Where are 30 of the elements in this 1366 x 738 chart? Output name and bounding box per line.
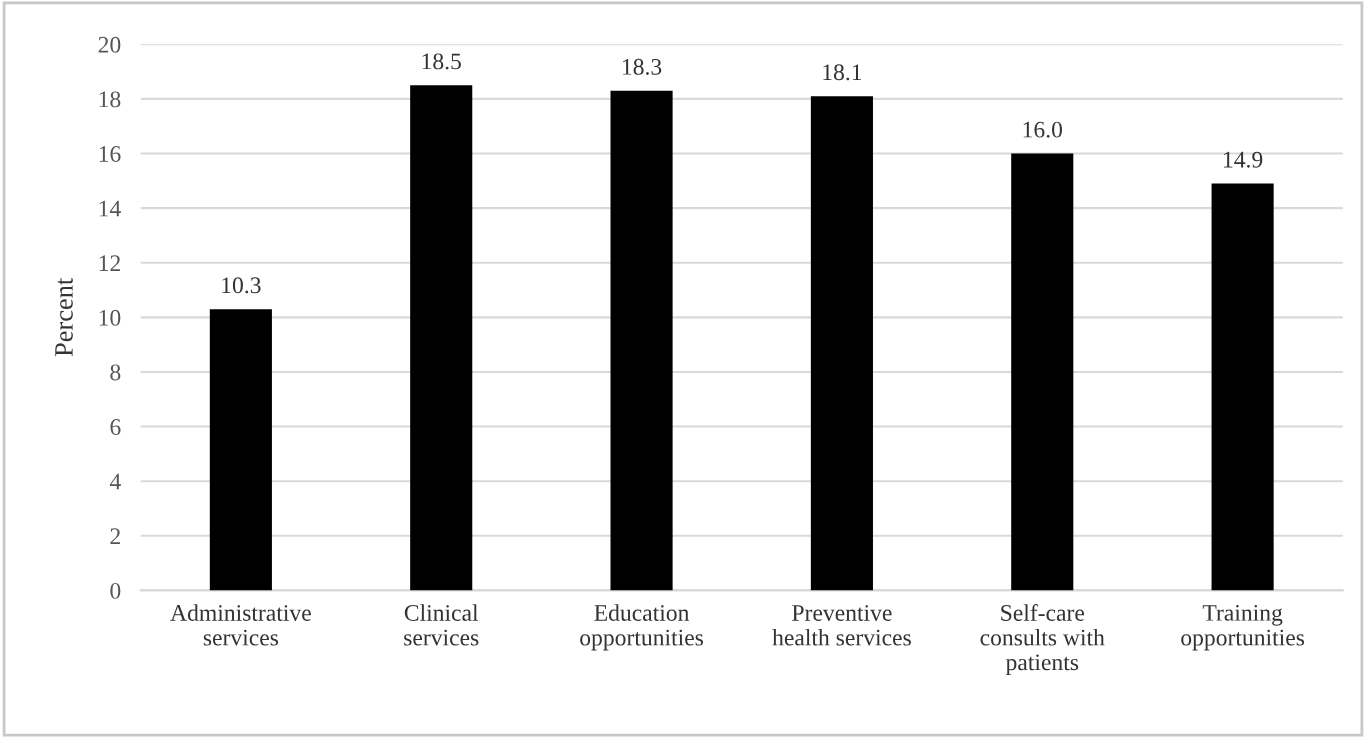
y-tick-label: 8 (110, 364, 121, 381)
y-tick-label: 14 (99, 200, 121, 217)
x-tick-label: Clinical services (404, 604, 479, 646)
x-tick-label: Self-care consults with patients (980, 604, 1105, 676)
y-tick-label: 2 (110, 528, 120, 544)
bar (810, 96, 873, 591)
data-label: 18.1 (823, 64, 862, 81)
y-tick-label: 20 (98, 36, 121, 53)
bar (410, 85, 473, 591)
x-tick-label: Administrative services (170, 604, 311, 646)
bar (1211, 183, 1274, 591)
y-tick-label: 6 (110, 419, 121, 435)
x-tick-label: Preventive health services (772, 605, 911, 646)
y-tick-label: 0 (110, 582, 121, 599)
y-tick-label: 12 (99, 255, 120, 271)
data-label: 14.9 (1224, 151, 1263, 168)
data-label: 16.0 (1023, 121, 1063, 138)
y-axis-title: Percent (55, 277, 73, 357)
y-tick-label: 10 (99, 309, 121, 326)
x-tick-label: Training opportunities (1181, 604, 1305, 651)
data-label: 10.3 (222, 277, 261, 294)
x-tick-label: Education opportunities (580, 604, 704, 651)
y-tick-label: 4 (109, 473, 121, 490)
y-tick-label: 16 (99, 146, 121, 162)
y-tick-label: 18 (99, 91, 121, 108)
bar (209, 309, 272, 591)
data-label: 18.5 (422, 53, 461, 70)
data-label: 18.3 (622, 58, 662, 75)
bar (1011, 153, 1074, 591)
bar (610, 90, 673, 591)
